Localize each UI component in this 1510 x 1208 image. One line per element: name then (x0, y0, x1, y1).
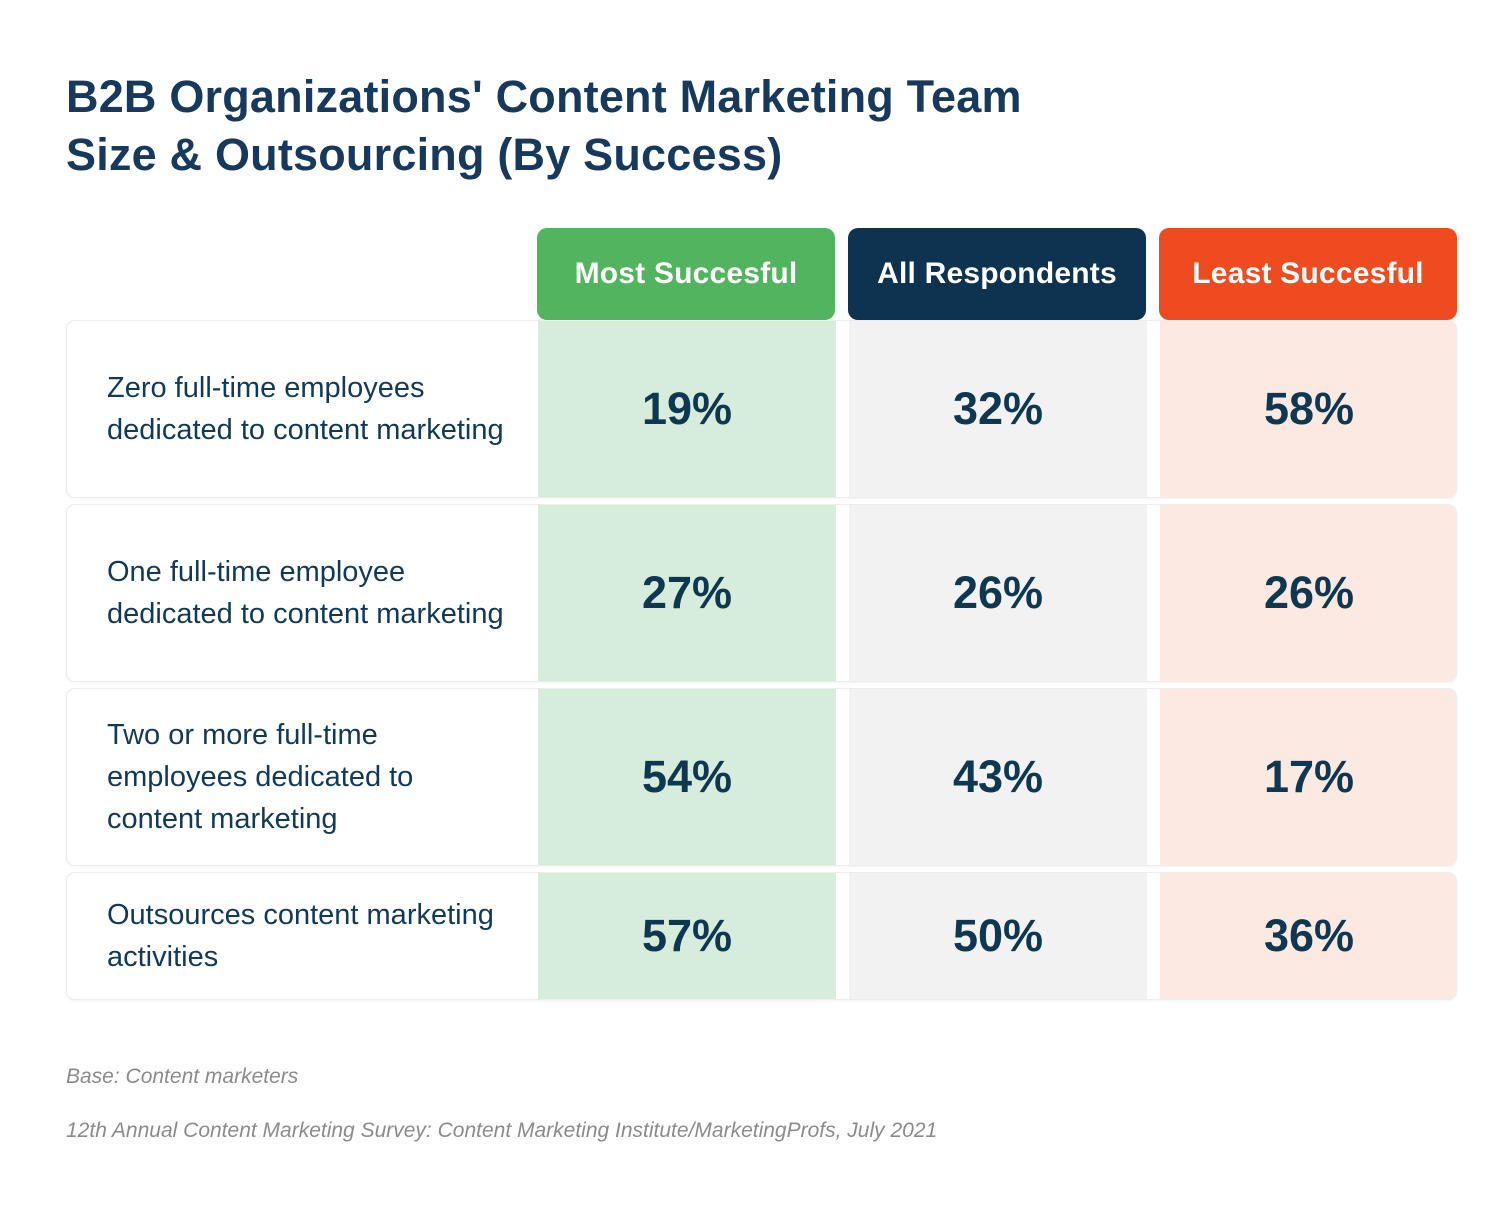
value-all-respondents: 26% (849, 505, 1147, 681)
footnotes: Base: Content marketers 12th Annual Cont… (66, 1062, 1366, 1146)
page-title-line-2: Size & Outsourcing (By Success) (66, 128, 783, 180)
table-row-two-or-more-employees: Two or more full-time employees dedicate… (66, 688, 1457, 866)
value-least-succesful: 58% (1160, 321, 1456, 497)
value-most-succesful: 54% (538, 689, 836, 865)
value-least-succesful: 17% (1160, 689, 1456, 865)
row-label: Zero full-time employees dedicated to co… (107, 371, 504, 446)
table-row-one-employee: One full-time employee dedicated to cont… (66, 504, 1457, 682)
table-row-outsources: Outsources content marketing activities … (66, 872, 1457, 1000)
row-label: Two or more full-time employees dedicate… (107, 718, 414, 836)
footnote-source: 12th Annual Content Marketing Survey: Co… (66, 1119, 938, 1143)
value-most-succesful: 27% (538, 505, 836, 681)
column-header-most-succesful: Most Succesful (537, 228, 835, 320)
table-header-row: Most Succesful All Respondents Least Suc… (66, 228, 1457, 320)
page-title-line-1: B2B Organizations' Content Marketing Tea… (66, 71, 1022, 122)
footnote-base: Base: Content marketers (66, 1065, 299, 1088)
column-header-least-succesful: Least Succesful (1159, 228, 1457, 320)
value-least-succesful: 26% (1160, 505, 1456, 681)
value-all-respondents: 32% (849, 321, 1147, 497)
row-label: Outsources content marketing activities (107, 898, 494, 973)
page-title: B2B Organizations' Content Marketing Tea… (66, 68, 1316, 183)
column-header-all-respondents: All Respondents (848, 228, 1146, 320)
value-all-respondents: 43% (849, 689, 1147, 865)
value-all-respondents: 50% (849, 873, 1147, 999)
value-least-succesful: 36% (1160, 873, 1456, 999)
row-label: One full-time employee dedicated to cont… (107, 555, 504, 630)
value-most-succesful: 57% (538, 873, 836, 999)
table-row-zero-employees: Zero full-time employees dedicated to co… (66, 320, 1457, 498)
value-most-succesful: 19% (538, 321, 836, 497)
data-table: Most Succesful All Respondents Least Suc… (66, 228, 1457, 1006)
